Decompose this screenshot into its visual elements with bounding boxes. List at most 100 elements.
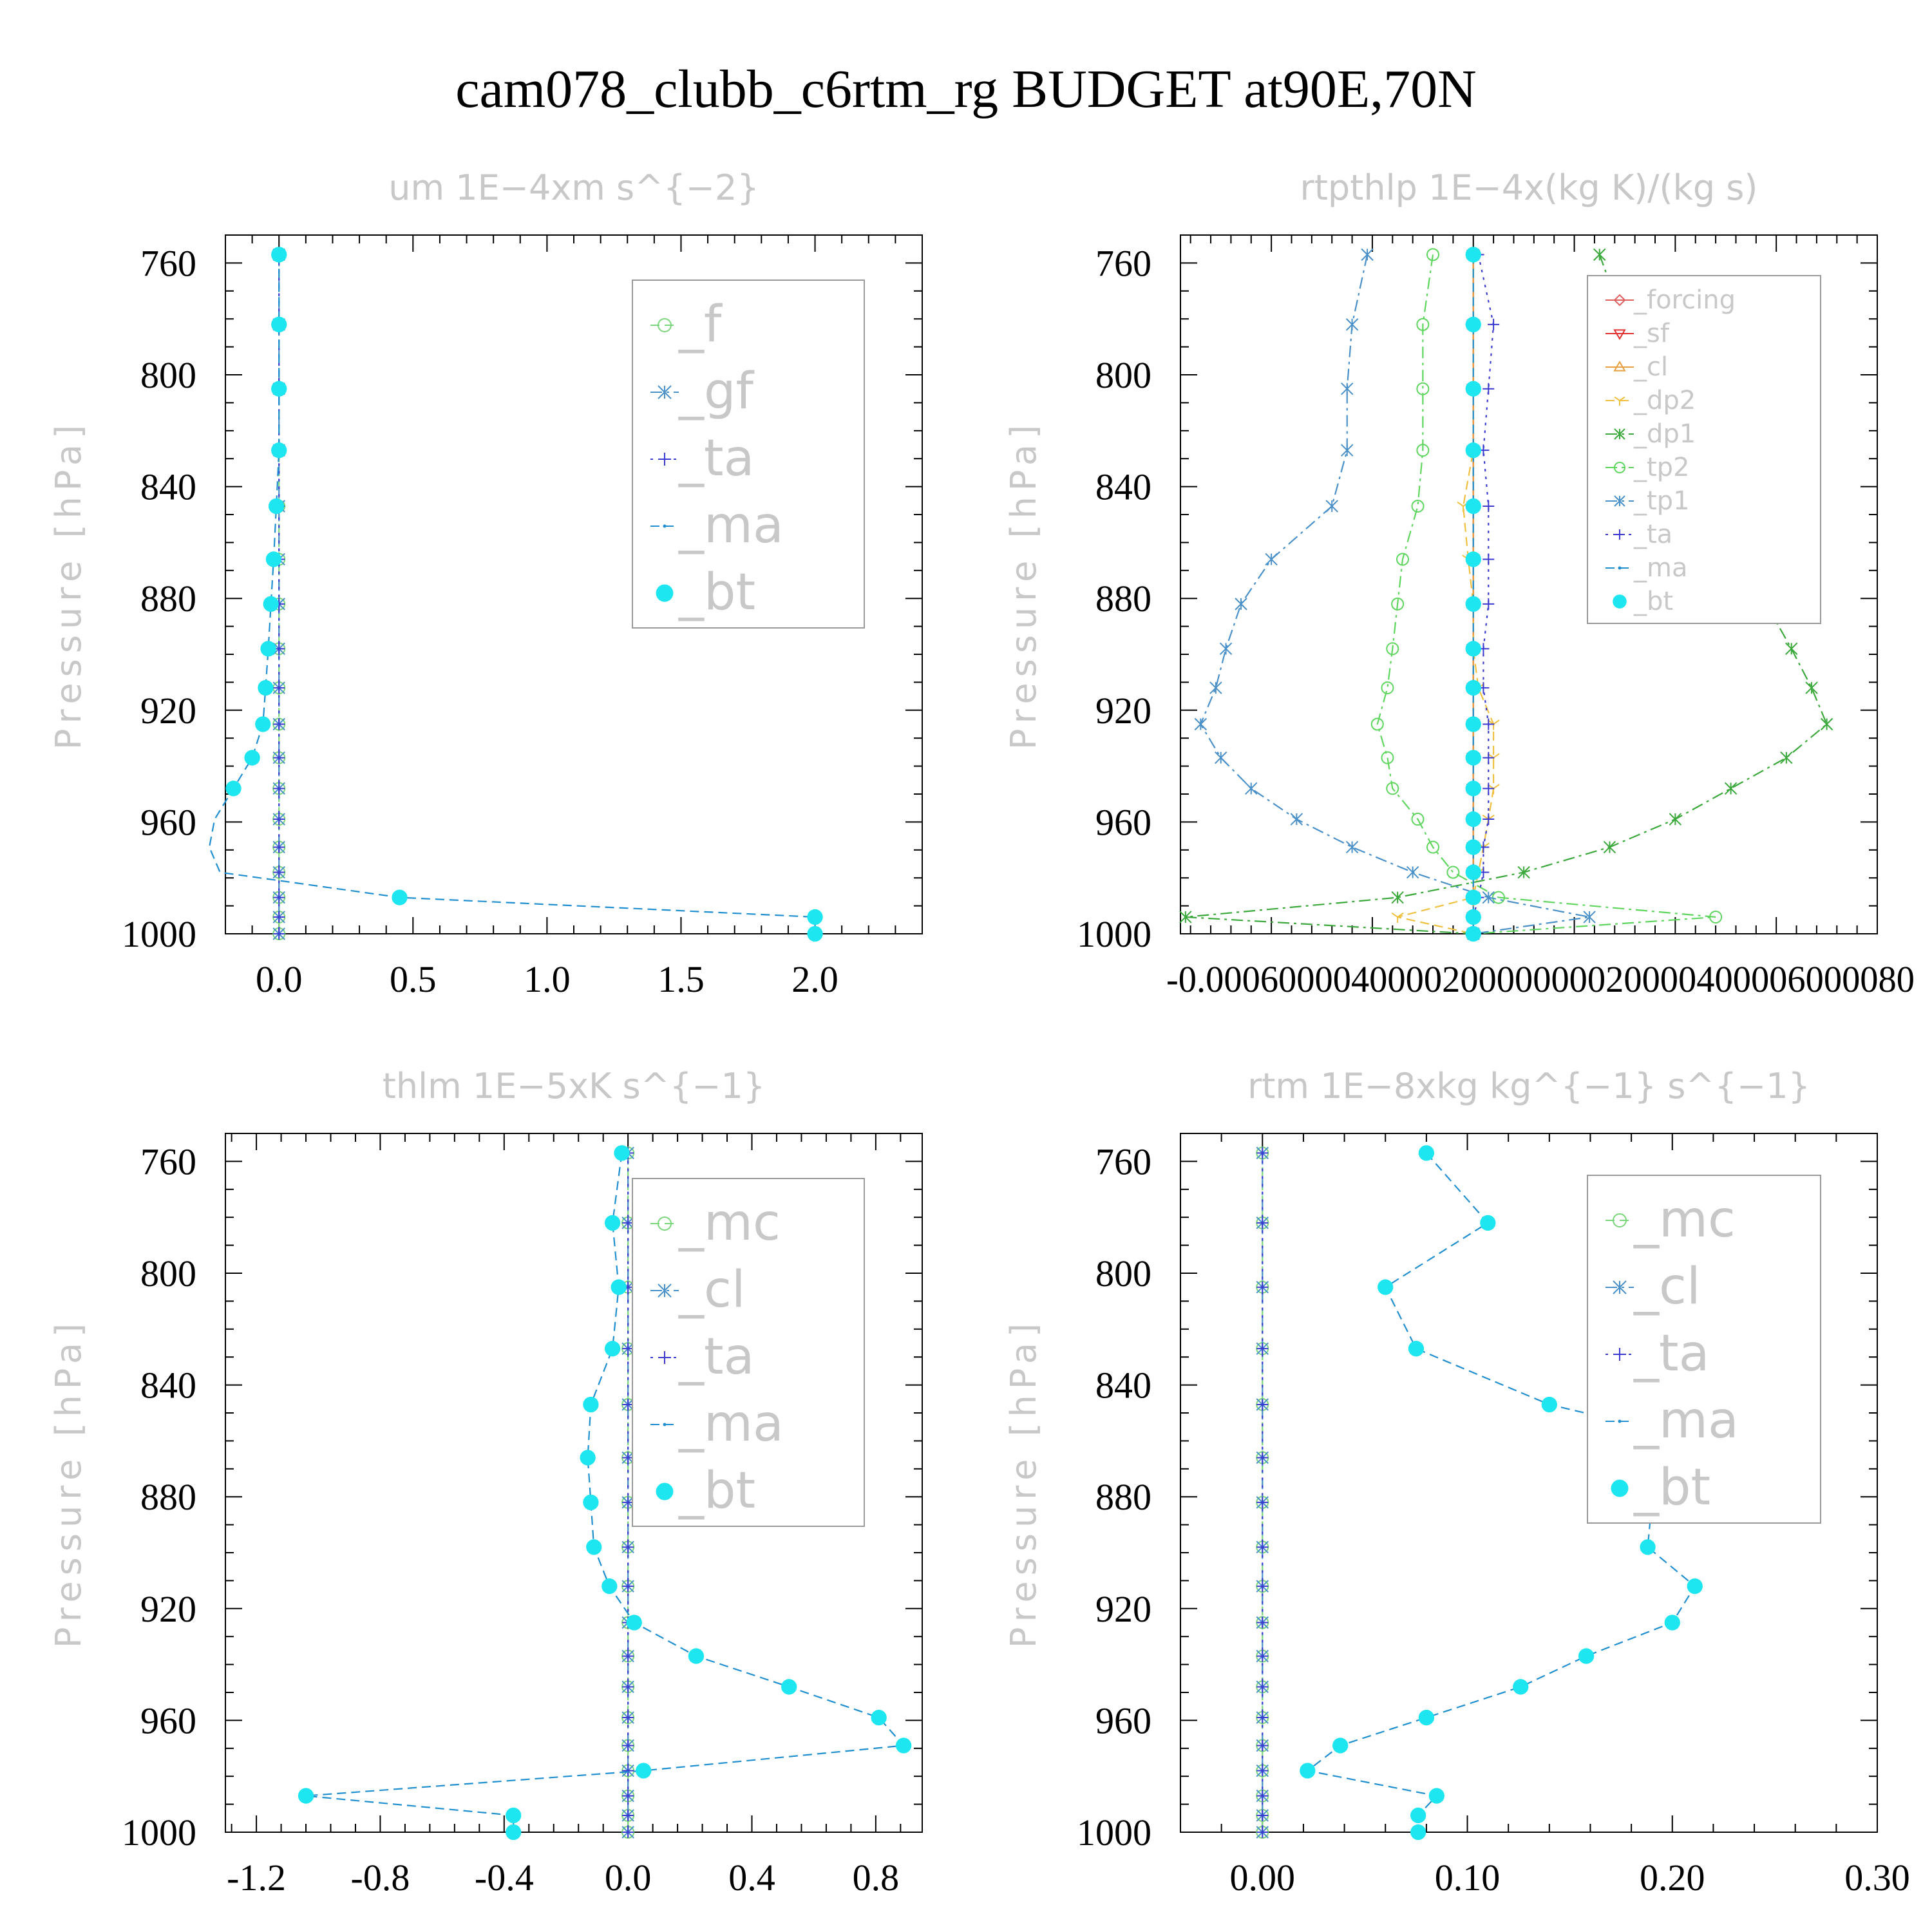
- data-point: [1411, 499, 1425, 513]
- legend-label: _cl: [1633, 352, 1668, 382]
- legend-marker: [1613, 329, 1626, 340]
- legend-marker: [1614, 495, 1625, 507]
- legend-marker: [1618, 566, 1622, 570]
- x-tick-label: -0.4: [475, 1857, 534, 1899]
- legend-marker: [658, 453, 671, 466]
- x-tick-label: 0.4: [728, 1857, 775, 1899]
- y-axis-label: Pressure [hPa]: [48, 419, 89, 750]
- legend-marker: [1611, 1479, 1629, 1497]
- y-tick-label: 840: [1095, 466, 1151, 508]
- legend-label: _ta: [678, 1328, 754, 1386]
- legend-marker: [1613, 1280, 1627, 1294]
- y-tick-label: 880: [1095, 578, 1151, 620]
- data-point: [271, 316, 287, 333]
- data-point: [1341, 444, 1354, 457]
- data-point: [1517, 866, 1530, 879]
- data-point: [1426, 840, 1440, 854]
- x-tick-label: 1.0: [524, 958, 571, 1000]
- data-point: [244, 750, 260, 766]
- data-point: [1482, 718, 1495, 730]
- y-tick-label: 920: [1095, 1588, 1151, 1630]
- legend-label: _dp1: [1633, 419, 1696, 449]
- y-tick-label: 960: [140, 801, 196, 843]
- data-point: [1361, 248, 1374, 261]
- data-point: [1235, 598, 1247, 611]
- data-point: [1465, 864, 1481, 880]
- data-point: [1465, 909, 1481, 925]
- data-point: [1482, 500, 1495, 512]
- data-point: [1396, 553, 1409, 566]
- legend-marker: [656, 584, 674, 602]
- legend-marker: [1614, 396, 1625, 406]
- plot-frame: [1180, 234, 1878, 934]
- data-point: [1416, 317, 1430, 331]
- y-tick-label: 840: [140, 1365, 196, 1406]
- y-tick-label: 760: [140, 1141, 196, 1182]
- data-point: [1465, 551, 1481, 567]
- x-tick-label: 0.0: [256, 958, 303, 1000]
- data-point: [622, 1790, 634, 1802]
- legend-label: _ta: [1633, 520, 1672, 549]
- legend-label: _cl: [678, 1261, 746, 1319]
- data-point: [1408, 1341, 1425, 1357]
- x-tick-label: 0.10: [1435, 1857, 1501, 1899]
- data-point: [1341, 382, 1354, 395]
- y-tick-label: 800: [1095, 1253, 1151, 1294]
- legend-label: _sf: [1633, 319, 1670, 348]
- y-tick-label: 760: [140, 242, 196, 284]
- y-tick-label: 800: [140, 1253, 196, 1294]
- series-line: [208, 254, 816, 934]
- data-point: [1256, 1790, 1269, 1802]
- data-point: [1640, 1539, 1656, 1555]
- data-point: [1465, 781, 1481, 797]
- legend-marker: [658, 318, 672, 332]
- y-axis-label: Pressure [hPa]: [48, 1318, 89, 1648]
- x-tick-label: -0.8: [351, 1857, 410, 1899]
- data-point: [1245, 782, 1258, 795]
- data-point: [583, 1396, 599, 1413]
- data-point: [1465, 442, 1481, 459]
- data-point: [1345, 840, 1359, 854]
- data-point: [268, 498, 285, 515]
- data-point: [1378, 1279, 1394, 1295]
- data-point: [614, 1145, 630, 1161]
- y-tick-label: 960: [1095, 1700, 1151, 1741]
- data-point: [1410, 1824, 1426, 1841]
- data-point: [273, 813, 285, 826]
- legend-label: _bt: [1633, 1459, 1710, 1517]
- data-point: [1256, 1650, 1269, 1662]
- data-point: [1465, 679, 1481, 696]
- series-line: [1397, 254, 1495, 935]
- legend-box: [632, 279, 865, 629]
- data-point: [273, 782, 285, 795]
- y-tick-label: 880: [1095, 1476, 1151, 1518]
- legend-label: _gf: [678, 363, 755, 421]
- data-point: [871, 1709, 887, 1726]
- legend-label: _ta: [1633, 1325, 1709, 1383]
- legend-label: _cl: [1633, 1258, 1701, 1316]
- legend-label: _ma: [678, 497, 784, 554]
- data-point: [1465, 498, 1481, 515]
- data-point: [1428, 1788, 1444, 1804]
- y-tick-label: 1000: [122, 1812, 196, 1853]
- data-point: [807, 909, 823, 925]
- data-point: [1482, 598, 1495, 610]
- data-point: [1256, 1281, 1269, 1293]
- data-point: [1256, 1147, 1269, 1159]
- data-point: [271, 381, 287, 397]
- legend-label: _bt: [1633, 587, 1673, 616]
- data-point: [1465, 925, 1481, 942]
- page-title: cam078_clubb_c6rtm_rg BUDGET at90E,70N: [455, 59, 1477, 119]
- data-point: [622, 1681, 634, 1693]
- data-point: [1418, 1145, 1435, 1161]
- data-point: [1194, 717, 1208, 731]
- series-line: [1305, 1152, 1777, 1832]
- data-point: [1820, 717, 1833, 731]
- x-tick-label: 0.30: [1844, 1857, 1910, 1899]
- data-point: [265, 551, 282, 567]
- y-tick-label: 760: [1095, 1141, 1151, 1182]
- data-point: [807, 925, 823, 942]
- legend-marker: [658, 1283, 672, 1298]
- data-point: [1780, 751, 1793, 764]
- y-tick-label: 880: [140, 1476, 196, 1518]
